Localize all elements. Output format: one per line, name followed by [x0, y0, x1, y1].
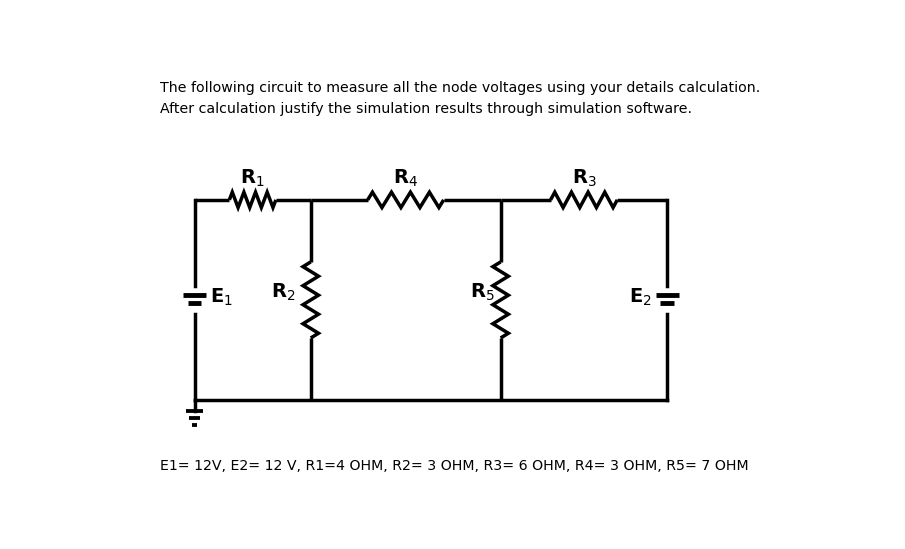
Text: R$_4$: R$_4$	[393, 168, 418, 189]
Text: The following circuit to measure all the node voltages using your details calcul: The following circuit to measure all the…	[159, 81, 760, 94]
Text: After calculation justify the simulation results through simulation software.: After calculation justify the simulation…	[159, 102, 691, 116]
Text: R$_3$: R$_3$	[572, 168, 596, 189]
Text: E$_1$: E$_1$	[210, 286, 233, 307]
Text: R$_5$: R$_5$	[471, 282, 495, 303]
Text: R$_2$: R$_2$	[271, 282, 295, 303]
Text: R$_1$: R$_1$	[241, 168, 265, 189]
Text: E$_2$: E$_2$	[629, 286, 652, 307]
Text: E1= 12V, E2= 12 V, R1=4 OHM, R2= 3 OHM, R3= 6 OHM, R4= 3 OHM, R5= 7 OHM: E1= 12V, E2= 12 V, R1=4 OHM, R2= 3 OHM, …	[159, 460, 748, 473]
